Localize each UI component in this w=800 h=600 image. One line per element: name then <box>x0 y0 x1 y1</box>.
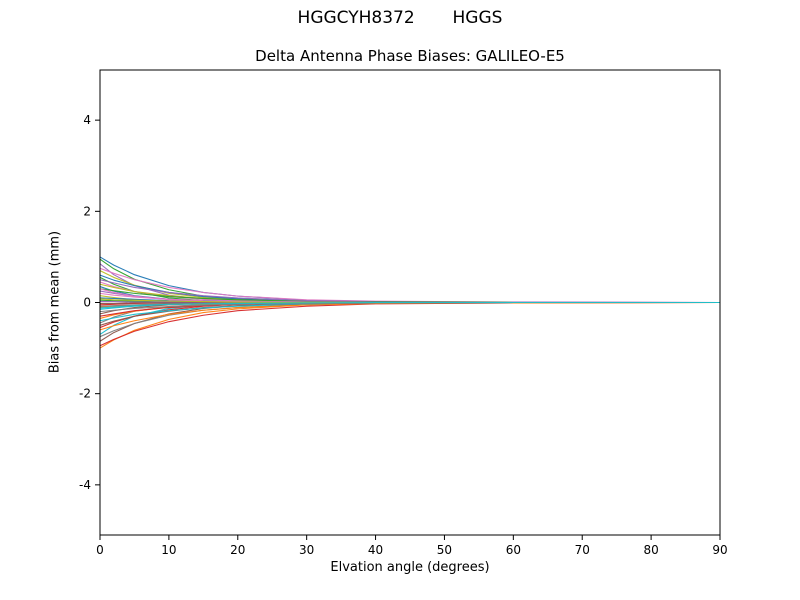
y-tick-label: 0 <box>83 296 91 310</box>
figure-suptitle: HGGCYH8372 HGGS <box>297 8 503 28</box>
x-tick-label: 80 <box>643 543 658 557</box>
y-tick-label: -4 <box>79 478 91 492</box>
chart-title: Delta Antenna Phase Biases: GALILEO-E5 <box>255 47 565 65</box>
x-tick-label: 90 <box>712 543 727 557</box>
y-tick-label: -2 <box>79 387 91 401</box>
x-tick-label: 40 <box>368 543 383 557</box>
x-tick-label: 70 <box>575 543 590 557</box>
series-line <box>99 301 720 309</box>
y-axis-label-text: Bias from mean (mm) <box>47 230 63 374</box>
x-tick-label: 20 <box>230 543 245 557</box>
x-axis-label: Elvation angle (degrees) <box>330 560 490 575</box>
x-tick-label: 60 <box>506 543 521 557</box>
x-tick-label: 30 <box>299 543 314 557</box>
x-tick-label: 10 <box>161 543 176 557</box>
x-tick-label: 0 <box>96 543 104 557</box>
x-tick-label: 50 <box>437 543 452 557</box>
y-tick-label: 2 <box>83 204 91 218</box>
y-tick-label: 4 <box>83 113 91 127</box>
